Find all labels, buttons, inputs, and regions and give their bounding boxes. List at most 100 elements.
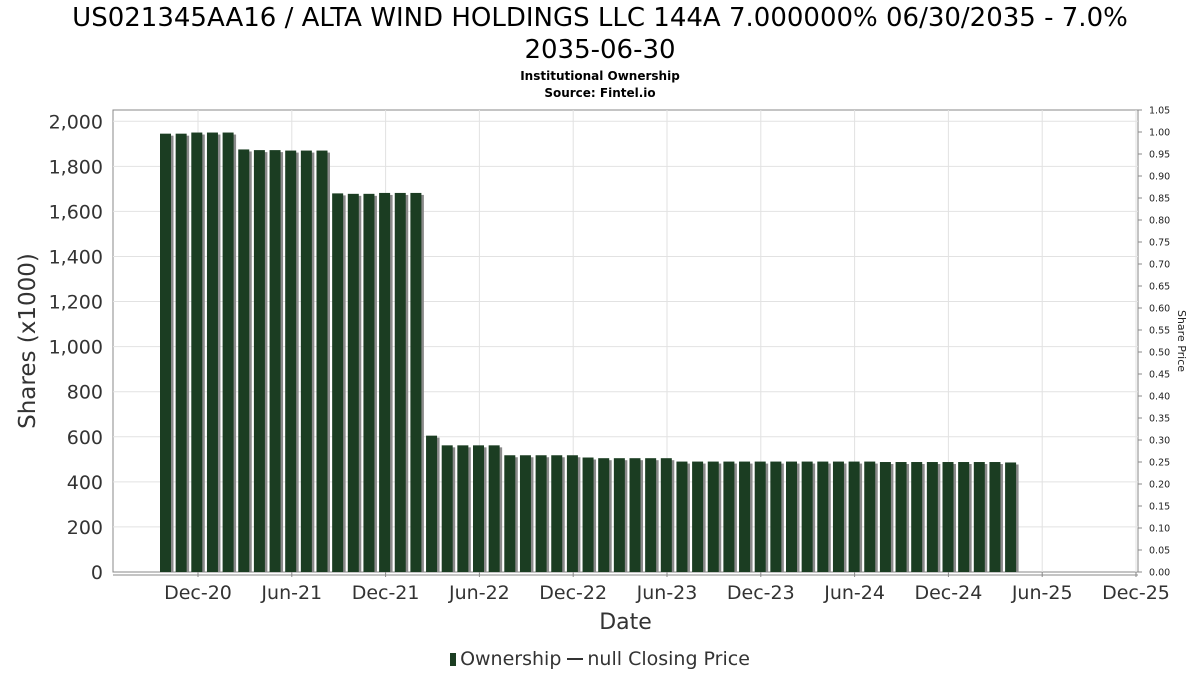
ownership-bar [410,192,422,572]
y2-tick-label: 0.85 [1149,194,1170,205]
chart-source: Source: Fintel.io [544,86,656,100]
ownership-bar [832,461,844,572]
ownership-bar [786,461,797,572]
y-tick-label: 400 [67,472,103,494]
ownership-bar [676,461,688,572]
y-tick-label: 1,200 [49,292,103,314]
y2-tick-label: 0.35 [1149,414,1170,425]
ownership-bar [660,458,672,572]
chart-subtitle: Institutional Ownership [520,69,680,83]
y2-tick-label: 1.05 [1149,106,1170,117]
ownership-bar [332,193,344,572]
ownership-bar [582,457,594,572]
y2-tick-label: 0.10 [1149,524,1170,535]
y2-tick-label: 1.00 [1149,128,1170,139]
x-tick-label: Jun-24 [823,582,885,604]
ownership-bar [613,458,625,572]
ownership-bar [238,149,250,572]
y2-tick-label: 0.55 [1149,326,1170,337]
legend-price-label: null Closing Price [587,648,750,670]
y2-tick-label: 0.30 [1149,436,1170,447]
ownership-bar [551,455,563,572]
x-tick-label: Dec-24 [914,582,982,604]
x-tick-label: Jun-23 [636,582,698,604]
ownership-chart: 0 200 400 600 800 1,000 1,200 1,400 1,600 1,800 2,… [15,106,1188,636]
ownership-bar [253,150,265,573]
ownership-bar [770,461,782,572]
ownership-bar [926,462,938,572]
ownership-bar [629,458,641,572]
ownership-bar [441,445,453,572]
y-tick-label: 600 [67,427,103,449]
y-tick-label: 2,000 [49,111,103,133]
x-tick-label: Jun-21 [260,582,322,604]
ownership-bar [911,462,923,572]
y-tick-label: 200 [67,517,103,539]
ownership-bar [519,455,531,572]
ownership-bar [942,462,954,572]
ownership-bar [488,445,500,572]
ownership-bar [864,461,876,572]
x-tick-label: Dec-20 [164,582,232,604]
y-tick-label: 1,800 [49,156,103,178]
y2-tick-label: 0.20 [1149,480,1170,491]
y2-tick-label: 0.65 [1149,282,1170,293]
ownership-bar [879,462,891,572]
ownership-bar [958,462,970,572]
ownership-bar [175,133,187,572]
ownership-bar [645,458,657,572]
y2-axis-title: Share Price [1175,310,1188,372]
chart-title-line-1: US021345AA16 / ALTA WIND HOLDINGS LLC 14… [72,3,1128,33]
ownership-bar [316,150,328,572]
x-tick-label: Jun-25 [1011,582,1073,604]
x-axis-title: Date [599,610,652,635]
chart-title: US021345AA16 / ALTA WIND HOLDINGS LLC 14… [0,2,1200,66]
x-tick-label: Dec-21 [352,582,420,604]
ownership-bar [723,461,735,572]
chart-title-line-2: 2035-06-30 [524,35,676,65]
ownership-bar [535,455,547,572]
ownership-bar [426,435,438,572]
x-tick-label: Dec-25 [1102,582,1170,604]
y2-tick-label: 0.75 [1149,238,1170,249]
ownership-bar [363,193,375,572]
y-tick-label: 1,000 [49,337,103,359]
ownership-bar [895,462,907,572]
y2-tick-label: 0.00 [1149,568,1170,579]
ownership-bar [504,455,516,572]
legend-price-line [567,658,584,660]
ownership-bar [394,192,406,572]
ownership-bar [692,461,704,572]
y-tick-label: 800 [67,382,103,404]
ownership-bar [222,132,234,572]
ownership-bar [1005,462,1017,572]
y-tick-label: 0 [91,562,103,584]
ownership-bar [285,150,297,572]
ownership-bar [379,192,391,572]
y-tick-label: 1,400 [49,246,103,268]
ownership-bar [160,133,171,572]
y2-tick-label: 0.45 [1149,370,1170,381]
ownership-bar [566,455,578,572]
y2-tick-label: 0.70 [1149,260,1170,271]
x-tick-label: Dec-22 [539,582,607,604]
ownership-bar [269,150,281,573]
y-axis-title: Shares (x1000) [15,253,41,429]
y2-tick-label: 0.40 [1149,392,1170,403]
legend-ownership-label: Ownership [460,648,562,670]
ownership-bar [754,461,766,572]
ownership-bar [848,461,860,572]
chart-legend: Ownership null Closing Price [0,648,1200,670]
ownership-bar [801,461,813,572]
ownership-bar [739,461,751,572]
ownership-bar [473,445,484,572]
ownership-bar [191,132,203,572]
ownership-bar [989,462,1001,572]
ownership-bar [347,193,359,572]
y2-tick-label: 0.95 [1149,150,1170,161]
ownership-bar [707,461,719,572]
y2-tick-label: 0.05 [1149,546,1170,557]
y-tick-label: 1,600 [49,201,103,223]
y2-tick-label: 0.60 [1149,304,1170,315]
x-tick-label: Dec-23 [727,582,795,604]
